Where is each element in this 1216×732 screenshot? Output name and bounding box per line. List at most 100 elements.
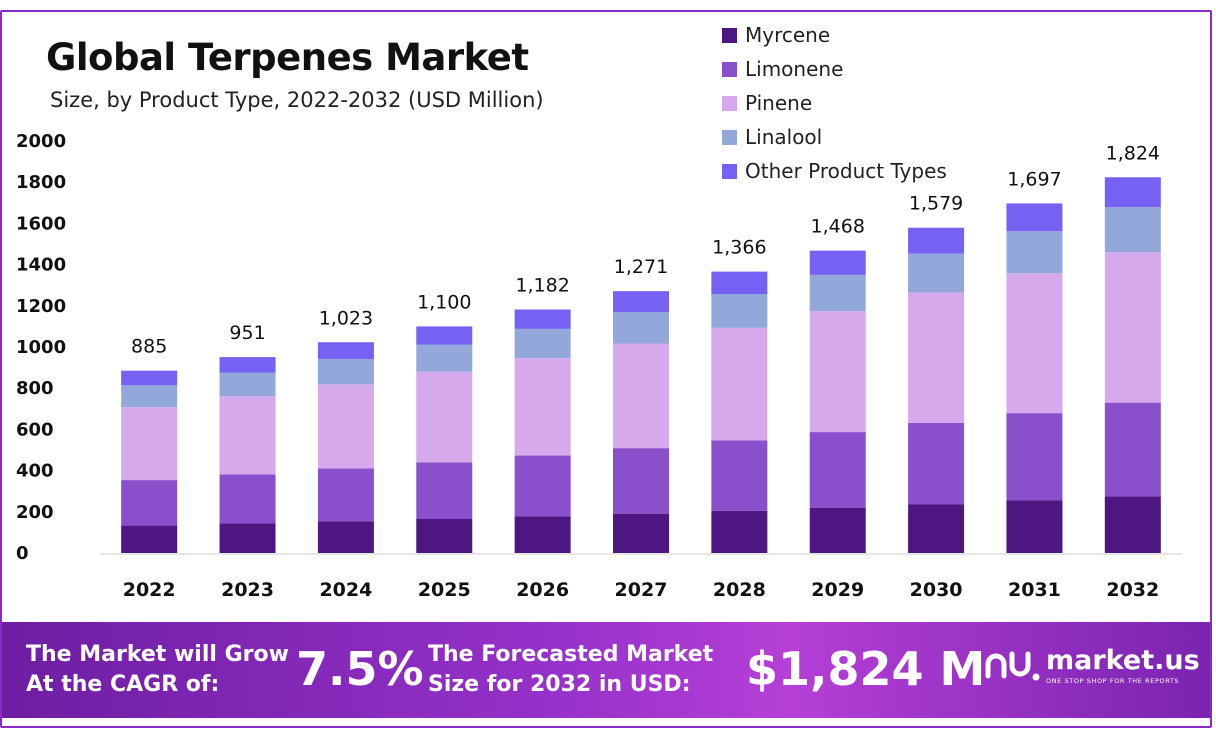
legend-item-myrcene: Myrcene <box>722 18 947 52</box>
bar-segment-linalool <box>121 385 178 408</box>
bar-segment-linalool <box>317 358 374 385</box>
bar-segment-pinene <box>121 407 178 481</box>
bar-segment-limonene <box>711 440 768 511</box>
legend-label-limonene: Limonene <box>745 57 844 81</box>
y-tick-label: 1400 <box>16 255 66 276</box>
forecast-label-line2: Size for 2032 in USD: <box>428 672 691 697</box>
legend-swatch-pinene <box>722 95 737 111</box>
y-tick-label: 400 <box>16 461 54 482</box>
chart-subtitle: Size, by Product Type, 2022-2032 (USD Mi… <box>50 88 544 112</box>
legend-label-linalool: Linalool <box>745 125 823 149</box>
bar-total-label: 1,100 <box>417 291 471 313</box>
bar-segment-limonene <box>416 462 473 520</box>
bar-total-label: 1,579 <box>909 193 963 215</box>
legend-label-myrcene: Myrcene <box>745 23 831 47</box>
bar-segment-pinene <box>711 327 768 441</box>
forecast-label-line1: The Forecasted Market <box>428 642 714 667</box>
x-tick-label: 2024 <box>319 579 372 601</box>
bar-segment-limonene <box>1104 402 1161 497</box>
chart-title: Global Terpenes Market <box>46 36 529 79</box>
cagr-label-line2: At the CAGR of: <box>26 672 220 697</box>
bar-segment-linalool <box>416 344 473 372</box>
bar-segment-limonene <box>908 422 965 505</box>
bar-segment-pinene <box>219 396 276 475</box>
bar-segment-myrcene <box>809 507 866 553</box>
bar-segment-linalool <box>1006 231 1063 274</box>
bar-total-label: 1,023 <box>319 307 373 329</box>
bar-segment-other-product-types <box>416 326 473 345</box>
x-tick-label: 2026 <box>516 579 569 601</box>
brand-name: market.us <box>1046 645 1200 676</box>
bar-total-label: 1,366 <box>712 237 766 259</box>
bar-segment-other-product-types <box>613 291 669 312</box>
brand-logo[interactable]: market.us ONE STOP SHOP FOR THE REPORTS <box>984 646 1200 686</box>
bar-segment-other-product-types <box>908 227 965 254</box>
bar-total-label: 1,182 <box>515 275 569 297</box>
y-tick-label: 1200 <box>16 296 66 317</box>
legend-swatch-other <box>722 163 737 179</box>
bar-segment-pinene <box>1006 273 1063 414</box>
bar-segment-limonene <box>121 480 178 526</box>
bar-segment-myrcene <box>514 516 571 553</box>
x-tick-label: 2022 <box>123 579 176 601</box>
bar-segment-other-product-types <box>711 271 768 295</box>
bar-segment-other-product-types <box>514 309 571 329</box>
bar-segment-other-product-types <box>809 250 866 275</box>
x-tick-label: 2025 <box>418 579 471 601</box>
legend-swatch-linalool <box>722 129 737 145</box>
x-tick-label: 2027 <box>615 579 668 601</box>
bar-segment-linalool <box>711 294 768 328</box>
bar-segment-other-product-types <box>219 357 276 373</box>
legend: Myrcene Limonene Pinene Linalool Other P… <box>722 18 947 188</box>
y-tick-label: 1800 <box>16 172 66 193</box>
legend-item-pinene: Pinene <box>722 86 947 120</box>
bar-segment-pinene <box>416 371 473 463</box>
chart-frame <box>0 10 1212 728</box>
legend-label-other: Other Product Types <box>745 159 947 183</box>
bar-segment-limonene <box>219 474 276 524</box>
bar-segment-myrcene <box>613 513 669 553</box>
bar-segment-myrcene <box>219 523 276 553</box>
legend-swatch-myrcene <box>722 27 737 43</box>
bar-segment-limonene <box>1006 413 1063 501</box>
bar-segment-pinene <box>613 343 669 449</box>
x-tick-label: 2032 <box>1106 579 1159 601</box>
y-tick-label: 1600 <box>16 213 66 234</box>
legend-item-linalool: Linalool <box>722 120 947 154</box>
bar-segment-limonene <box>809 432 866 508</box>
market-us-logo-icon <box>985 651 1040 681</box>
bar-segment-myrcene <box>1006 500 1063 553</box>
cagr-label: The Market will Grow At the CAGR of: <box>26 640 289 700</box>
y-tick-label: 1000 <box>16 337 66 358</box>
brand-tagline: ONE STOP SHOP FOR THE REPORTS <box>1046 677 1180 685</box>
forecast-label: The Forecasted Market Size for 2032 in U… <box>428 640 713 700</box>
bar-segment-linalool <box>219 372 276 397</box>
legend-swatch-limonene <box>722 61 737 77</box>
y-tick-label: 600 <box>16 419 54 440</box>
bar-total-label: 1,824 <box>1106 142 1160 164</box>
x-tick-label: 2030 <box>910 579 963 601</box>
bar-segment-myrcene <box>121 525 178 553</box>
legend-item-limonene: Limonene <box>722 52 947 86</box>
legend-item-other: Other Product Types <box>722 154 947 188</box>
y-tick-label: 2000 <box>16 131 66 152</box>
footer-banner: The Market will Grow At the CAGR of: 7.5… <box>2 622 1210 718</box>
cagr-value: 7.5% <box>296 642 424 696</box>
bar-segment-myrcene <box>317 521 374 553</box>
legend-label-pinene: Pinene <box>745 91 813 115</box>
x-tick-label: 2023 <box>221 579 274 601</box>
bar-segment-pinene <box>1104 252 1161 403</box>
bar-segment-other-product-types <box>1104 177 1161 208</box>
bar-segment-pinene <box>809 311 866 433</box>
bar-segment-myrcene <box>1104 496 1161 553</box>
bar-segment-myrcene <box>711 510 768 553</box>
x-tick-label: 2028 <box>713 579 766 601</box>
bar-segment-pinene <box>908 292 965 423</box>
bar-segment-linalool <box>809 274 866 312</box>
bar-total-label: 1,468 <box>811 216 865 238</box>
bar-total-label: 1,271 <box>614 256 668 278</box>
bar-segment-other-product-types <box>1006 203 1063 232</box>
bar-segment-limonene <box>317 468 374 522</box>
bar-segment-linalool <box>613 311 669 344</box>
brand-text: market.us ONE STOP SHOP FOR THE REPORTS <box>1046 646 1200 686</box>
